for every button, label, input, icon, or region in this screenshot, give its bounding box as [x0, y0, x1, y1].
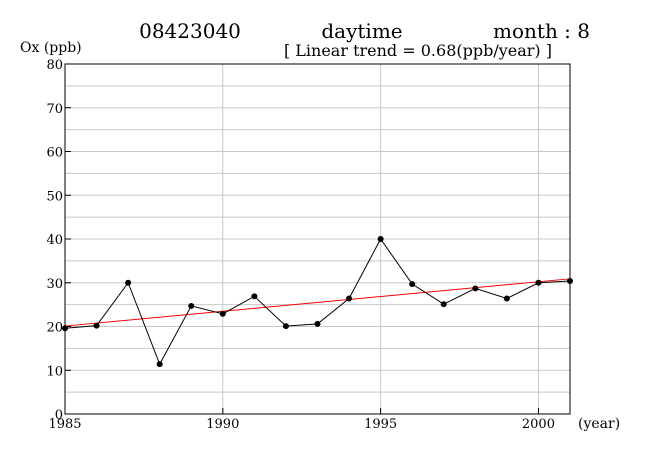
- period-label: daytime: [321, 19, 402, 43]
- y-tick-label: 30: [46, 277, 63, 292]
- plot-frame: [64, 63, 571, 415]
- data-point: [125, 279, 132, 286]
- linear-trend-line: [64, 278, 571, 327]
- month-label: month : 8: [493, 19, 590, 43]
- x-tick-label: 1985: [48, 417, 81, 432]
- y-tick-label: 70: [46, 102, 63, 117]
- data-point: [535, 279, 542, 286]
- data-point: [503, 295, 510, 302]
- x-tick-label: 1995: [364, 417, 397, 432]
- y-tick-label: 80: [46, 58, 63, 73]
- data-point: [188, 302, 195, 309]
- series-line: [64, 238, 571, 366]
- y-tick-label: 10: [46, 364, 63, 379]
- tick-labels: 0 10 20 30 40 50 60 70 80 1985 1990 1995 2000: [46, 58, 555, 432]
- data-point: [472, 285, 479, 292]
- x-tick-label: 1990: [206, 417, 239, 432]
- data-point: [440, 301, 447, 308]
- data-point: [251, 293, 258, 300]
- data-point: [314, 320, 321, 327]
- y-tick-label: 0: [55, 408, 63, 423]
- data-point: [346, 295, 353, 302]
- station-id: 08423040: [139, 19, 241, 43]
- x-tick-label: 2000: [522, 417, 555, 432]
- y-tick-label: 40: [46, 233, 63, 248]
- data-point: [219, 310, 226, 317]
- x-axis-label: (year): [578, 416, 620, 432]
- data-point: [282, 323, 289, 330]
- data-point: [156, 361, 163, 368]
- data-point: [377, 236, 384, 242]
- y-tick-label: 20: [46, 321, 63, 336]
- trend-label: [ Linear trend = 0.68(ppb/year) ]: [284, 41, 552, 60]
- grid-lines: [65, 64, 570, 414]
- y-tick-label: 50: [46, 189, 63, 204]
- y-tick-label: 60: [46, 146, 63, 161]
- data-point: [409, 281, 416, 288]
- series-group: [62, 236, 573, 368]
- y-axis-label: Ox (ppb): [20, 40, 82, 56]
- data-point: [93, 322, 100, 329]
- trend-line-group: [64, 278, 571, 327]
